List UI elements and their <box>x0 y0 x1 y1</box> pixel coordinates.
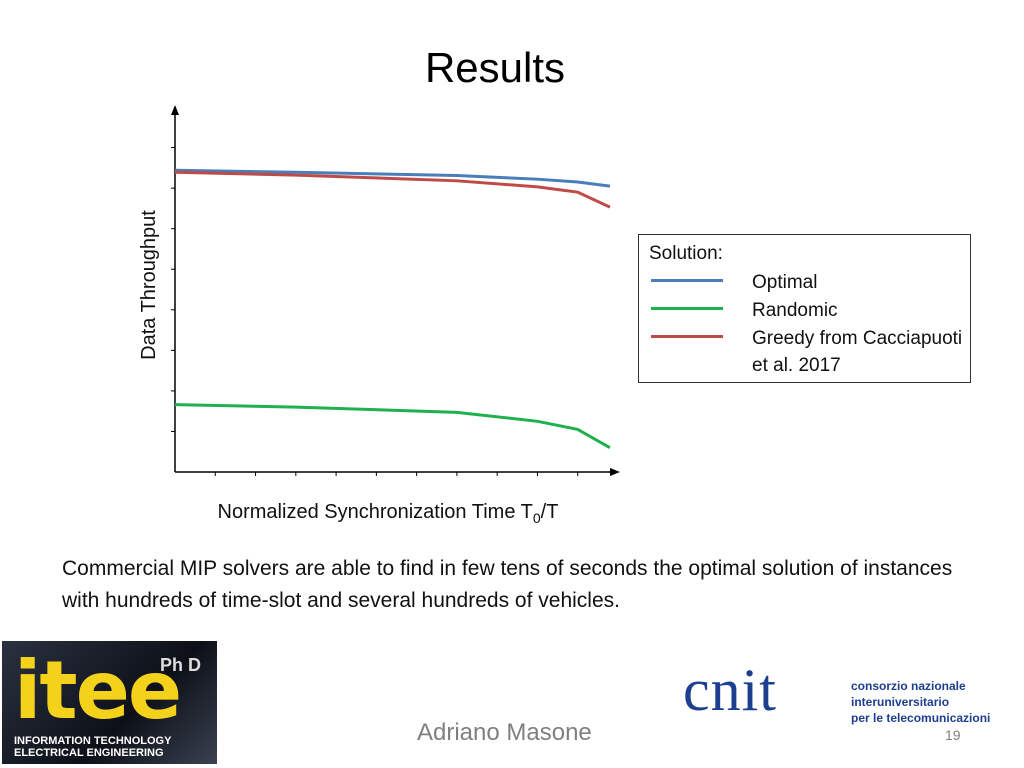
itee-logo: Ph D itee INFORMATION TECHNOLOGY ELECTRI… <box>2 641 217 764</box>
logo-line: interuniversitario <box>851 695 950 709</box>
series-line <box>174 403 611 449</box>
author: Adriano Masone <box>417 719 592 746</box>
legend-label: Optimal <box>752 272 818 293</box>
series-line <box>174 168 611 188</box>
legend: Solution: Optimal Randomic Greedy from Cacc… <box>638 234 971 383</box>
series-line <box>174 170 611 209</box>
logo-line: consorzio nazionale <box>851 679 966 693</box>
x-label-main: Normalized Synchronization Time T <box>218 501 533 523</box>
logo-line: per le telecomunicazioni <box>851 711 991 725</box>
x-label-sub: 0 <box>533 510 541 526</box>
y-axis-label: Data Throughput <box>138 210 160 360</box>
legend-swatch <box>651 335 723 338</box>
page-number: 19 <box>945 727 961 743</box>
logo-line: ELECTRICAL ENGINEERING <box>14 747 164 759</box>
legend-swatch <box>651 279 723 282</box>
logo-badge: Ph D <box>159 655 201 675</box>
legend-label: Randomic <box>752 300 838 321</box>
legend-label: Greedy from Cacciapuoti et al. 2017 <box>752 328 963 376</box>
slide-title: Results <box>424 44 566 91</box>
logo-name: itee <box>14 644 182 737</box>
logo-name: cnit <box>683 657 777 723</box>
x-arrow <box>610 468 620 476</box>
legend-swatch <box>651 307 723 310</box>
caption: Commercial MIP solvers are able to find … <box>62 557 953 612</box>
legend-title: Solution: <box>649 243 723 264</box>
logo-line: INFORMATION TECHNOLOGY <box>14 735 172 747</box>
x-label-tail: /T <box>541 501 559 523</box>
x-axis-label: Normalized Synchronization Time T0/T <box>218 501 559 526</box>
y-arrow <box>171 105 179 115</box>
